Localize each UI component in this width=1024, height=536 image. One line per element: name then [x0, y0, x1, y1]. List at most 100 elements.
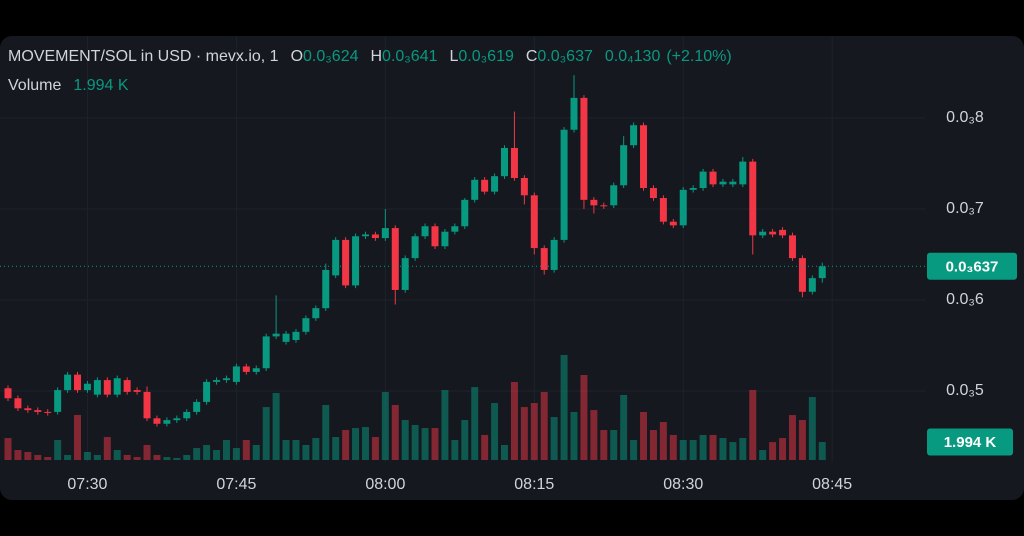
legend-value: 0.0₃619 [458, 48, 514, 65]
volume-bar [411, 424, 419, 460]
candle-body [620, 145, 628, 186]
candle-body [262, 336, 270, 369]
volume-bar [441, 390, 449, 460]
volume-bar [173, 458, 181, 460]
volume-bar [83, 451, 91, 460]
x-tick-label: 07:30 [67, 476, 107, 493]
candle-body [779, 229, 787, 236]
candle-body [699, 171, 707, 189]
candle-body [788, 235, 796, 259]
volume-bar [739, 438, 747, 460]
candle-body [769, 231, 777, 235]
volume-bar [371, 437, 379, 460]
candle-body [14, 398, 22, 409]
candle-body [222, 378, 230, 381]
candle-body [4, 388, 12, 399]
legend-key: H [370, 48, 383, 65]
candle-body [679, 189, 687, 226]
volume-value: 1.994 K [73, 77, 129, 94]
candle-body [282, 333, 290, 342]
candle-body [103, 380, 111, 395]
volume-bar [381, 392, 389, 460]
candle-body [491, 176, 499, 192]
volume-bar [520, 407, 528, 460]
candle-body [173, 418, 181, 421]
candle-body [610, 185, 618, 206]
volume-bar [659, 421, 667, 460]
change: 0.0₄130 [604, 48, 661, 65]
volume-bar [163, 457, 171, 460]
candle-body [153, 418, 161, 424]
candle-body [431, 226, 439, 247]
volume-bar [798, 420, 806, 460]
candle-body [34, 410, 42, 412]
volume-bar [818, 442, 826, 460]
candle-body [44, 411, 52, 413]
volume-bar [342, 430, 350, 460]
candle-body [808, 278, 816, 292]
candle-body [580, 97, 588, 200]
volume-bar [143, 444, 151, 460]
volume-bar [540, 392, 548, 460]
volume-bar [103, 437, 111, 460]
candle-body [749, 161, 757, 236]
last-volume-box [927, 428, 1013, 456]
volume-bar [709, 434, 717, 460]
volume-bar [610, 430, 618, 460]
volume-bar [729, 442, 737, 460]
candle-body [600, 205, 608, 207]
candle-body [689, 188, 697, 190]
volume-bar [391, 404, 399, 460]
candle-body [24, 408, 32, 411]
volume-bar [272, 393, 280, 460]
volume-bar [153, 454, 161, 460]
volume-name: Volume [8, 77, 62, 94]
volume-bar [600, 430, 608, 460]
candle-body [371, 234, 379, 239]
candle-body [203, 381, 211, 402]
volume-bar [352, 428, 360, 460]
candle-body [630, 125, 638, 146]
candle-body [322, 269, 330, 309]
candle-body [74, 374, 82, 391]
legend-value: 0.0₃641 [382, 48, 438, 65]
last-price-label: 0.0₃637 [946, 258, 999, 275]
candle-body [183, 411, 191, 419]
candle-body [163, 420, 171, 424]
volume-bar [74, 414, 82, 460]
price-legend: MOVEMENT/SOL in USD · mevx.io, 1 O0.0₃624… [8, 48, 732, 66]
volume-bar [431, 428, 439, 460]
volume-bar [322, 404, 330, 460]
volume-bar [213, 450, 221, 460]
candle-body [818, 266, 826, 279]
volume-bar [361, 427, 369, 460]
y-tick-label: 0.0₃8 [946, 109, 984, 126]
candle-body [361, 234, 369, 237]
candle-body [570, 97, 578, 130]
x-tick-label: 08:30 [663, 476, 703, 493]
candle-body [520, 178, 528, 196]
legend-key: L [449, 48, 459, 65]
volume-bar [679, 440, 687, 460]
volume-bar [471, 387, 479, 460]
legend-key: O [290, 48, 304, 65]
legend-value: 0.0₃637 [537, 48, 593, 65]
candle-body [64, 374, 72, 391]
volume-bar [560, 355, 568, 460]
legend-key: C [525, 48, 538, 65]
volume-bar [719, 438, 727, 460]
candle-body [93, 380, 101, 395]
candle-body [352, 236, 360, 286]
volume-bar [133, 457, 141, 460]
volume-bar [769, 442, 777, 460]
volume-bar [93, 454, 101, 460]
candle-body [193, 401, 201, 412]
volume-bar [461, 420, 469, 460]
y-tick-label: 0.0₃7 [946, 200, 984, 217]
change-percent: (+2.10%) [666, 48, 732, 65]
volume-bar [620, 394, 628, 460]
candle-body [292, 331, 300, 341]
candle-body [242, 366, 250, 372]
candle-body [421, 226, 429, 237]
